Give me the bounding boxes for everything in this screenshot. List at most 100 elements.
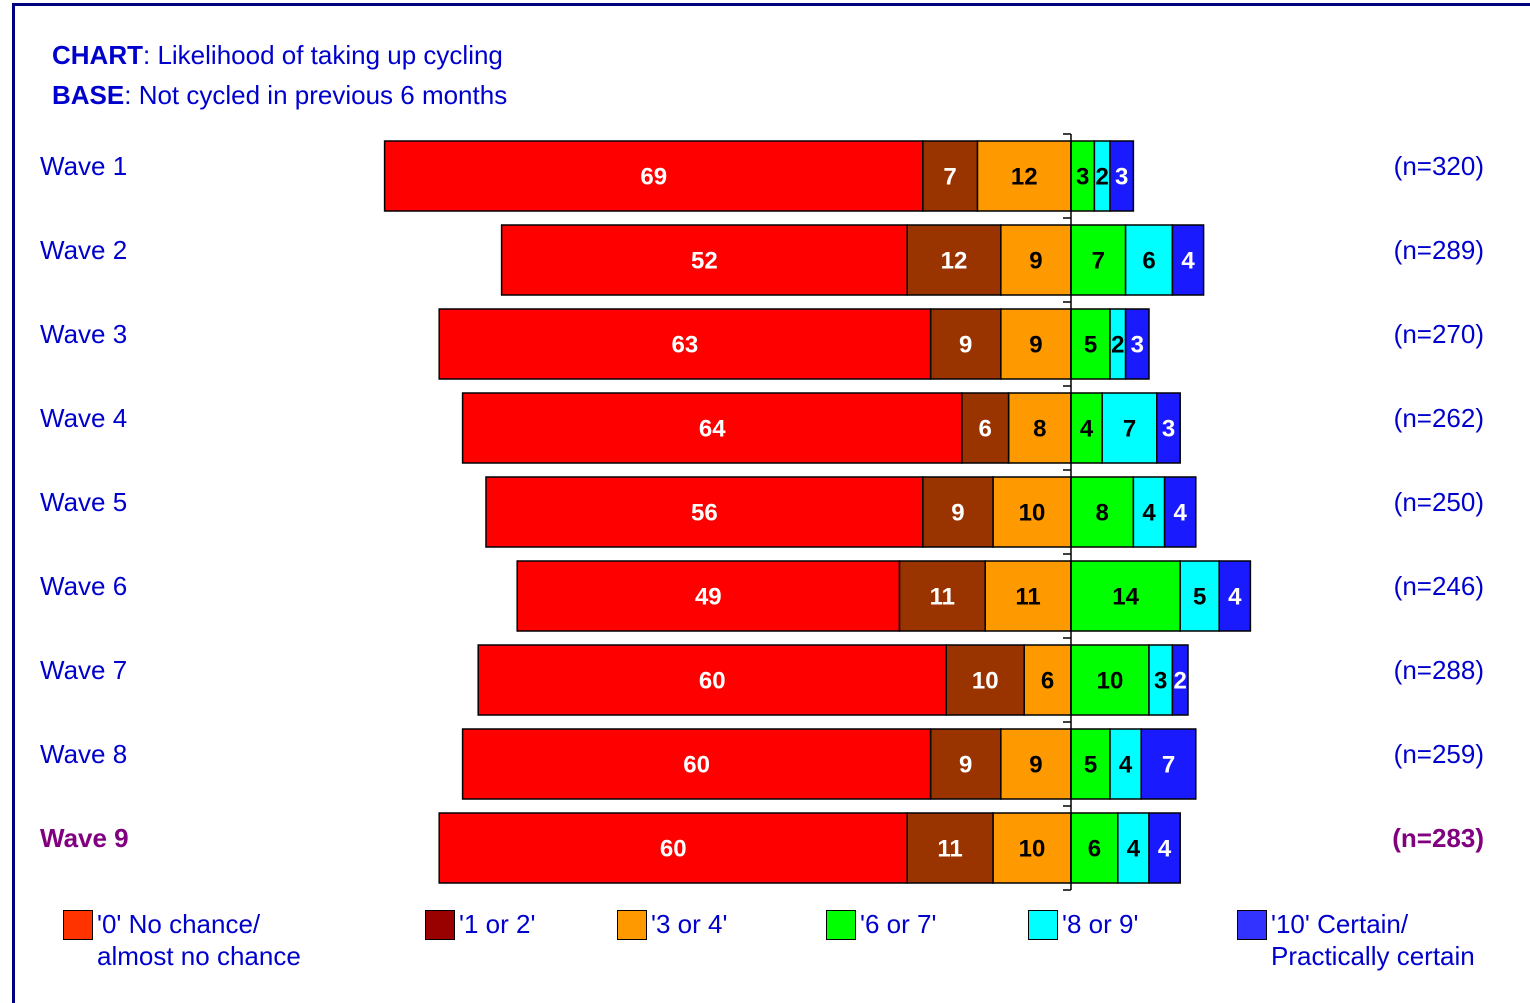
subtitle-text: : Not cycled in previous 6 months bbox=[124, 80, 508, 110]
bar-segment bbox=[1124, 224, 1174, 296]
bar-segment bbox=[922, 476, 994, 548]
data-label: 60 bbox=[699, 667, 726, 694]
category-label: Wave 8 bbox=[40, 739, 127, 769]
data-label: 60 bbox=[660, 835, 687, 862]
subtitle-label: BASE bbox=[52, 80, 125, 110]
bar-segment bbox=[1070, 560, 1181, 632]
category-label: Wave 2 bbox=[40, 235, 127, 265]
data-label: 2 bbox=[1174, 667, 1187, 694]
bar-segment bbox=[1070, 644, 1150, 716]
bar-segment bbox=[1218, 560, 1252, 632]
legend-swatch bbox=[1028, 910, 1058, 940]
bar-segment bbox=[1156, 392, 1181, 464]
data-label: 4 bbox=[1174, 499, 1188, 526]
data-label: 4 bbox=[1142, 499, 1156, 526]
data-label: 10 bbox=[1019, 835, 1046, 862]
bar-segment bbox=[1163, 476, 1197, 548]
legend-label: '0' No chance/ almost no chance bbox=[97, 909, 301, 971]
bar-segment bbox=[485, 476, 924, 548]
data-label: 64 bbox=[699, 415, 726, 442]
bar-segment bbox=[929, 728, 1002, 800]
data-label: 63 bbox=[672, 331, 699, 358]
title: CHART: Likelihood of taking up cycling bbox=[52, 40, 503, 71]
category-label: Wave 4 bbox=[40, 403, 127, 433]
data-label: 2 bbox=[1096, 163, 1109, 190]
data-label: 52 bbox=[691, 247, 718, 274]
data-label: 3 bbox=[1154, 667, 1167, 694]
data-label: 4 bbox=[1080, 415, 1094, 442]
legend-swatch bbox=[425, 910, 455, 940]
bar-segment bbox=[906, 224, 1002, 296]
category-label: Wave 6 bbox=[40, 571, 127, 601]
data-label: 6 bbox=[1088, 835, 1101, 862]
legend-swatch bbox=[63, 910, 93, 940]
bar-segment bbox=[1124, 308, 1150, 380]
n-label: (n=270) bbox=[1394, 319, 1484, 349]
category-label: Wave 7 bbox=[40, 655, 127, 685]
legend-swatch bbox=[617, 910, 647, 940]
data-label: 3 bbox=[1115, 163, 1128, 190]
bar-segment bbox=[1101, 392, 1158, 464]
n-label: (n=283) bbox=[1392, 823, 1484, 853]
data-label: 6 bbox=[1041, 667, 1054, 694]
data-label: 6 bbox=[979, 415, 992, 442]
category-label: Wave 5 bbox=[40, 487, 127, 517]
category-label: Wave 9 bbox=[40, 823, 129, 853]
n-label: (n=288) bbox=[1394, 655, 1484, 685]
data-label: 9 bbox=[1029, 247, 1042, 274]
bar-segment bbox=[1117, 812, 1150, 884]
title-label: CHART bbox=[52, 40, 143, 70]
data-label: 11 bbox=[1015, 583, 1040, 610]
data-label: 9 bbox=[1029, 751, 1042, 778]
data-label: 3 bbox=[1162, 415, 1175, 442]
data-label: 12 bbox=[1011, 163, 1038, 190]
data-label: 4 bbox=[1158, 835, 1172, 862]
subtitle: BASE: Not cycled in previous 6 months bbox=[52, 80, 507, 111]
n-label: (n=259) bbox=[1394, 739, 1484, 769]
bar-segment bbox=[1070, 728, 1111, 800]
n-label: (n=250) bbox=[1394, 487, 1484, 517]
title-text: : Likelihood of taking up cycling bbox=[143, 40, 503, 70]
bar-segment bbox=[1070, 812, 1119, 884]
legend-swatch bbox=[1237, 910, 1267, 940]
bar-segment bbox=[1179, 560, 1220, 632]
frame bbox=[12, 3, 1530, 1003]
data-label: 12 bbox=[941, 247, 968, 274]
category-label: Wave 3 bbox=[40, 319, 127, 349]
data-label: 3 bbox=[1076, 163, 1089, 190]
data-label: 10 bbox=[972, 667, 999, 694]
data-label: 56 bbox=[691, 499, 718, 526]
bar-segment bbox=[1070, 476, 1135, 548]
bar-segment bbox=[1148, 812, 1181, 884]
data-label: 3 bbox=[1131, 331, 1144, 358]
bar-segment bbox=[976, 140, 1072, 212]
data-label: 11 bbox=[937, 835, 962, 862]
bar-segment bbox=[461, 728, 932, 800]
data-label: 10 bbox=[1019, 499, 1046, 526]
data-label: 9 bbox=[959, 331, 972, 358]
data-label: 5 bbox=[1084, 331, 1097, 358]
data-label: 5 bbox=[1193, 583, 1206, 610]
data-label: 9 bbox=[1029, 331, 1042, 358]
bar-segment bbox=[1171, 644, 1189, 716]
bar-segment bbox=[945, 644, 1025, 716]
bar-segment bbox=[438, 812, 908, 884]
data-label: 4 bbox=[1127, 835, 1141, 862]
bar-segment bbox=[1171, 224, 1205, 296]
legend-label: '6 or 7' bbox=[860, 909, 937, 939]
legend-label: '1 or 2' bbox=[459, 909, 536, 939]
bar-segment bbox=[438, 308, 932, 380]
legend-label: '3 or 4' bbox=[651, 909, 728, 939]
data-label: 7 bbox=[1162, 751, 1175, 778]
data-label: 8 bbox=[1033, 415, 1046, 442]
data-label: 69 bbox=[640, 163, 667, 190]
data-label: 4 bbox=[1119, 751, 1133, 778]
data-label: 6 bbox=[1142, 247, 1155, 274]
bar-segment bbox=[1140, 728, 1197, 800]
data-label: 5 bbox=[1084, 751, 1097, 778]
bar-segment bbox=[461, 392, 963, 464]
bar-segment bbox=[961, 392, 1010, 464]
data-label: 2 bbox=[1111, 331, 1124, 358]
data-label: 11 bbox=[930, 583, 955, 610]
bar-segment bbox=[516, 560, 901, 632]
